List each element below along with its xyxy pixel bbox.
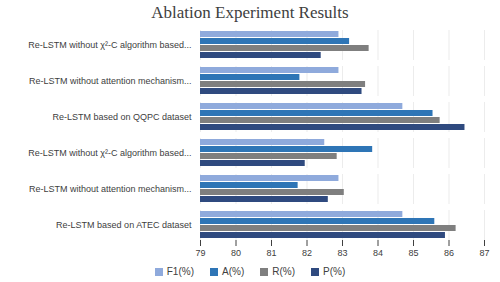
svg-text:Re-LSTM based on ATEC dataset: Re-LSTM based on ATEC dataset: [56, 220, 192, 230]
html-text:Ablation Experiment Results: Ablation Experiment Results: [151, 3, 349, 22]
svg-text:Re-LSTM based on QQPC dataset: Re-LSTM based on QQPC dataset: [52, 112, 192, 122]
svg-text:86: 86: [444, 248, 454, 258]
svg-text:87: 87: [479, 248, 489, 258]
html-text:F1(%): F1(%): [166, 265, 194, 277]
html-text:A(%): A(%): [222, 265, 245, 277]
svg-text:80: 80: [231, 248, 241, 258]
svg-text:Re-LSTM without χ²-C algorithm: Re-LSTM without χ²-C algorithm based...: [28, 40, 191, 50]
svg-text:Re-LSTM without attention mech: Re-LSTM without attention mechanism...: [29, 184, 192, 194]
svg-text:84: 84: [373, 248, 383, 258]
svg-text:Re-LSTM without attention mech: Re-LSTM without attention mechanism...: [29, 76, 192, 86]
svg-text:Re-LSTM without χ²-C algorithm: Re-LSTM without χ²-C algorithm based...: [28, 148, 191, 158]
svg-text:81: 81: [266, 248, 276, 258]
svg-text:83: 83: [337, 248, 347, 258]
svg-text:82: 82: [302, 248, 312, 258]
html-text:P(%): P(%): [323, 265, 346, 277]
html-text:R(%): R(%): [272, 265, 295, 277]
svg-text:79: 79: [195, 248, 205, 258]
svg-text:85: 85: [408, 248, 418, 258]
